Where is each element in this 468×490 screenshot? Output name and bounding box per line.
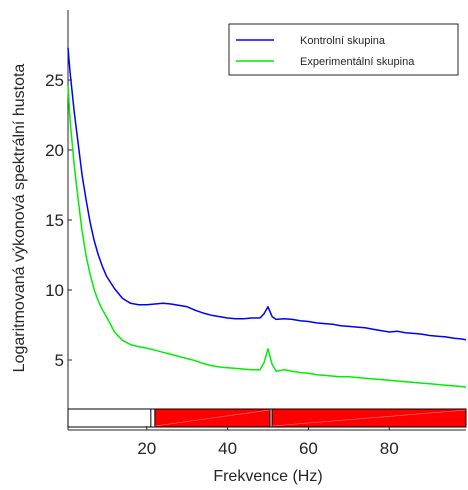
x-tick-label: 60: [299, 439, 318, 458]
x-tick-label: 40: [218, 439, 237, 458]
y-tick-label: 15: [45, 211, 64, 230]
series-line-experimental: [67, 85, 467, 389]
series-lines: [67, 47, 467, 389]
significance-interval-hatch: [154, 409, 271, 427]
y-tick-label: 10: [45, 281, 64, 300]
x-axis-ticks: 20 40 60 80: [137, 426, 399, 458]
legend-label-control: Kontrolní skupina: [300, 35, 386, 47]
legend-label-experimental: Experimentální skupina: [300, 56, 415, 68]
y-tick-label: 5: [55, 351, 64, 370]
y-axis-ticks: 5 10 15 20 25: [45, 71, 72, 370]
y-tick-label: 25: [45, 71, 64, 90]
legend: Kontrolní skupina Experimentální skupina: [228, 23, 459, 76]
x-axis-label: Frekvence (Hz): [213, 468, 322, 485]
y-axis-label: Logaritmovaná výkonová spektrální hustot…: [11, 64, 28, 373]
x-tick-label: 20: [137, 439, 156, 458]
legend-box: [228, 23, 459, 76]
series-line-control: [67, 47, 467, 341]
y-tick-label: 20: [45, 141, 64, 160]
significance-bar: [67, 408, 467, 428]
significance-interval-hatch: [272, 409, 467, 427]
x-tick-label: 80: [380, 439, 399, 458]
